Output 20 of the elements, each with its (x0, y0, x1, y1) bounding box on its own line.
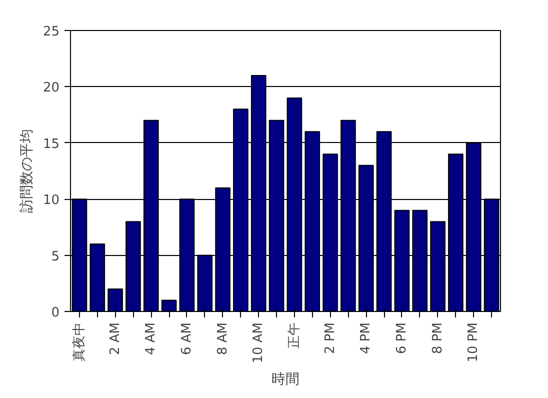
x-tick-label: 2 AM (108, 322, 123, 356)
x-axis-title: 時間 (272, 371, 300, 388)
y-tick-label: 15 (42, 136, 60, 152)
y-axis-title: 訪問数の平均 (18, 129, 35, 213)
y-tick-label: 25 (42, 24, 60, 40)
x-tick-label: 6 PM (394, 322, 410, 354)
y-tick-label: 5 (51, 249, 60, 264)
x-tick-label: 真夜中 (70, 322, 87, 362)
x-tick-label: 4 AM (144, 322, 159, 356)
x-tick-label: 8 PM (430, 322, 446, 354)
y-tick-label: 10 (42, 193, 60, 208)
x-tick-label: 正午 (286, 322, 302, 348)
x-tick-label: 10 AM (251, 322, 266, 364)
y-tick-label: 20 (42, 80, 60, 96)
x-tick-label: 2 PM (322, 322, 338, 354)
x-tick-label: 10 PM (466, 322, 482, 362)
x-tick-label: 8 AM (215, 322, 230, 356)
x-tick-label: 4 PM (358, 322, 374, 354)
y-tick-label: 0 (51, 306, 60, 320)
x-tick-label: 6 AM (179, 322, 194, 356)
